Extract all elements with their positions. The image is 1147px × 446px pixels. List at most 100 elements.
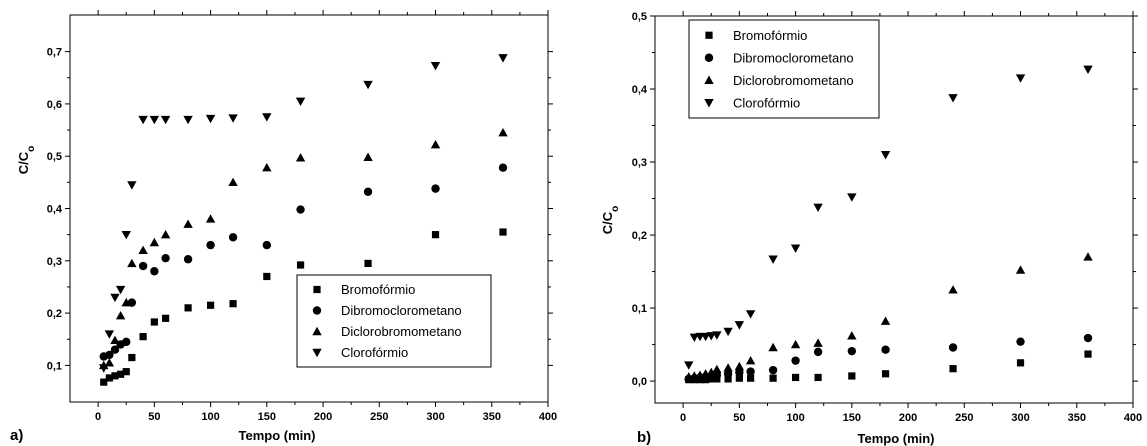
x-tick-label: 150 [843, 412, 861, 424]
series-square [685, 350, 1092, 384]
data-point [745, 355, 756, 365]
x-tick-label: 100 [201, 411, 219, 423]
y-tick-label: 0,3 [47, 256, 62, 268]
data-point [769, 374, 777, 382]
data-point [498, 163, 508, 172]
data-point [161, 253, 170, 263]
data-point [127, 181, 137, 190]
data-point [790, 244, 801, 253]
chart-panel-2: 0 50 100 150 200 250 300 350 400 0,0 0,1 0,2 0,3 0,4 0… [600, 11, 1142, 446]
data-point [183, 255, 193, 264]
y-tick-label: 0,1 [47, 360, 62, 372]
data-point [149, 115, 160, 125]
data-point [104, 330, 115, 339]
y-tick-label: 0,0 [632, 376, 647, 388]
y-tick-label: 0,4 [632, 84, 648, 96]
data-point [724, 375, 732, 383]
series-triangle-up [684, 252, 1093, 381]
data-point [364, 259, 372, 268]
legend-marker [705, 31, 713, 39]
data-point [162, 314, 170, 322]
data-point [1083, 65, 1093, 75]
data-point [813, 203, 823, 213]
data-point [813, 338, 823, 347]
data-point [184, 304, 192, 312]
data-point [228, 177, 238, 187]
data-point [128, 353, 136, 362]
plot-frame [654, 15, 1134, 404]
legend-box [688, 19, 880, 119]
x-tick-label: 100 [786, 412, 804, 424]
panel-label: b) [637, 429, 651, 446]
data-point [139, 333, 147, 341]
series-triangle-down [684, 65, 1093, 370]
data-point [880, 151, 891, 160]
data-point [295, 153, 306, 162]
data-point [138, 261, 148, 271]
x-tick-label: 50 [148, 411, 160, 423]
x-tick-label: 0 [95, 411, 101, 423]
x-tick-label: 400 [1124, 412, 1142, 424]
legend-label: Bromofórmio [733, 28, 807, 43]
x-tick-label: 250 [370, 411, 388, 423]
legend-marker [704, 75, 714, 84]
data-point [149, 237, 160, 247]
data-point [122, 337, 131, 347]
x-tick-label: 300 [1011, 412, 1029, 424]
data-point [735, 374, 743, 382]
data-point [183, 219, 193, 228]
y-axis-title-subscript: o [26, 146, 37, 152]
data-point [263, 272, 271, 281]
legend-label: Diclorobromometano [341, 324, 462, 339]
x-tick-label: 400 [539, 411, 557, 423]
data-point [847, 193, 857, 202]
data-point [499, 228, 507, 236]
data-point [431, 231, 440, 239]
y-tick-label: 0,1 [632, 303, 647, 315]
data-point [430, 139, 441, 149]
data-point [1083, 333, 1093, 343]
x-tick-label: 300 [426, 411, 444, 423]
data-point [1016, 359, 1025, 367]
data-point [712, 364, 722, 374]
x-tick-label: 150 [258, 411, 276, 423]
y-tick-label: 0,3 [632, 157, 647, 169]
chart-panel-1: 0 50 100 150 200 250 300 350 400 0,1 0,2 0,3 0,4 0,5 0… [10, 10, 557, 444]
data-point [734, 361, 745, 371]
legend-box [296, 274, 492, 368]
data-point [1016, 337, 1025, 346]
series-triangle-down [99, 54, 508, 373]
data-point [791, 356, 800, 365]
data-point [160, 115, 171, 125]
y-axis-title: C/Co [16, 146, 37, 175]
y-tick-label: 0,4 [47, 204, 63, 216]
data-point [229, 300, 237, 308]
x-tick-label: 200 [314, 411, 332, 423]
data-point [122, 368, 130, 376]
data-point [880, 316, 891, 325]
series-circle [99, 163, 508, 361]
data-point [746, 367, 755, 376]
data-point [121, 297, 131, 307]
data-point [105, 350, 114, 360]
data-point [138, 115, 148, 125]
data-point [110, 345, 120, 354]
data-point [813, 347, 823, 357]
data-point [706, 367, 716, 377]
data-point [791, 373, 800, 382]
x-tick-label: 200 [899, 412, 917, 424]
legend-marker [704, 99, 714, 108]
data-point [430, 62, 441, 71]
data-point [110, 335, 120, 344]
data-point [700, 332, 711, 342]
legend-label: Dibromoclorometano [733, 50, 854, 65]
data-point [150, 267, 159, 276]
data-point [706, 332, 716, 341]
data-point [684, 361, 694, 370]
data-point [735, 368, 744, 377]
data-point [100, 378, 108, 386]
data-point [110, 293, 120, 303]
data-point [363, 80, 373, 90]
data-point [205, 114, 216, 124]
y-tick-label: 0,2 [632, 230, 647, 242]
